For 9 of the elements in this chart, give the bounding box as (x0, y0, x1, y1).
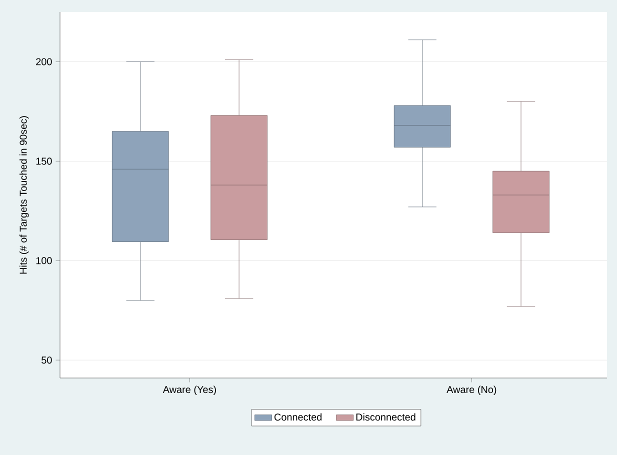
y-tick-label: 50 (42, 356, 52, 364)
y-tick-label: 150 (36, 158, 52, 165)
x-tick-label: Aware (Yes) (162, 386, 216, 396)
legend-label: Disconnected (356, 413, 416, 421)
y-tick-label: 100 (36, 257, 52, 264)
y-axis-title: Hits (# of Targets Touched in 90sec) (19, 116, 29, 274)
x-tick-label: Aware (No) (446, 386, 496, 396)
legend-label: Connected (274, 413, 322, 421)
y-tick-label: 200 (36, 58, 52, 66)
